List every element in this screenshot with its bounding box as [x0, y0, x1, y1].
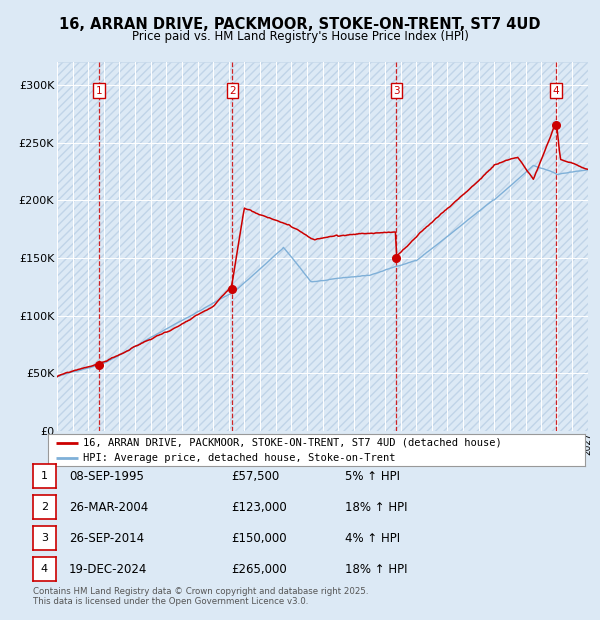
Text: 16, ARRAN DRIVE, PACKMOOR, STOKE-ON-TRENT, ST7 4UD: 16, ARRAN DRIVE, PACKMOOR, STOKE-ON-TREN… — [59, 17, 541, 32]
Text: 3: 3 — [393, 86, 400, 96]
Text: £265,000: £265,000 — [231, 563, 287, 575]
Text: 4: 4 — [41, 564, 48, 574]
Text: 4: 4 — [553, 86, 560, 96]
Text: 26-MAR-2004: 26-MAR-2004 — [69, 501, 148, 513]
Text: 3: 3 — [41, 533, 48, 543]
Text: 5% ↑ HPI: 5% ↑ HPI — [345, 470, 400, 482]
Text: 26-SEP-2014: 26-SEP-2014 — [69, 532, 144, 544]
Text: Price paid vs. HM Land Registry's House Price Index (HPI): Price paid vs. HM Land Registry's House … — [131, 30, 469, 43]
Text: 4% ↑ HPI: 4% ↑ HPI — [345, 532, 400, 544]
Text: £150,000: £150,000 — [231, 532, 287, 544]
Text: 1: 1 — [95, 86, 102, 96]
Text: 2: 2 — [229, 86, 236, 96]
Text: Contains HM Land Registry data © Crown copyright and database right 2025.
This d: Contains HM Land Registry data © Crown c… — [33, 587, 368, 606]
Text: 1: 1 — [41, 471, 48, 481]
Text: HPI: Average price, detached house, Stoke-on-Trent: HPI: Average price, detached house, Stok… — [83, 453, 395, 463]
Text: 18% ↑ HPI: 18% ↑ HPI — [345, 501, 407, 513]
Text: £123,000: £123,000 — [231, 501, 287, 513]
Text: 08-SEP-1995: 08-SEP-1995 — [69, 470, 144, 482]
Text: 2: 2 — [41, 502, 48, 512]
Text: £57,500: £57,500 — [231, 470, 279, 482]
Text: 19-DEC-2024: 19-DEC-2024 — [69, 563, 148, 575]
Text: 16, ARRAN DRIVE, PACKMOOR, STOKE-ON-TRENT, ST7 4UD (detached house): 16, ARRAN DRIVE, PACKMOOR, STOKE-ON-TREN… — [83, 438, 502, 448]
Text: 18% ↑ HPI: 18% ↑ HPI — [345, 563, 407, 575]
